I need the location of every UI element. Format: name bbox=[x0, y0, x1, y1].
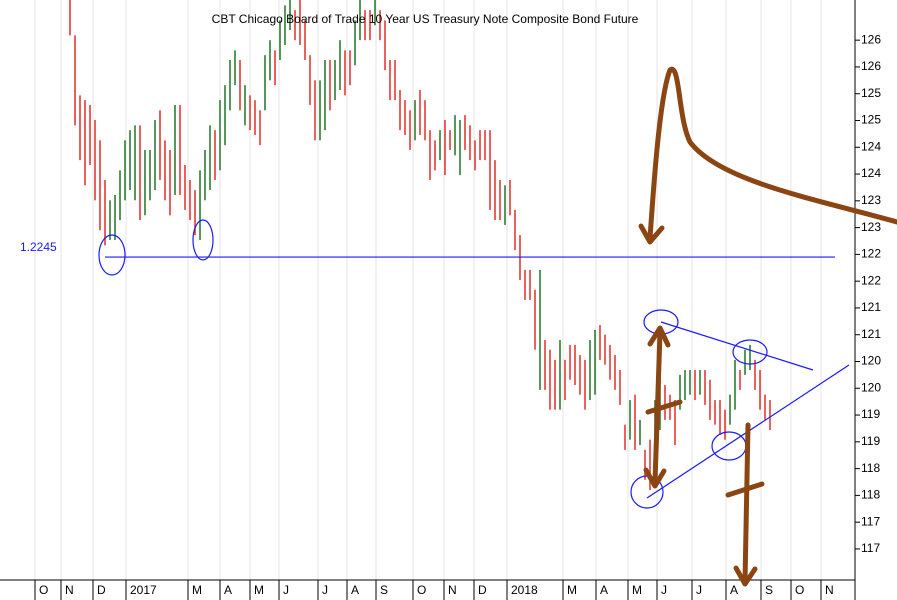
y-tick-label: 122 bbox=[861, 247, 881, 261]
support-label: 1.2245 bbox=[20, 240, 57, 254]
y-tick-label: 120 bbox=[861, 354, 881, 368]
y-tick-label: 117 bbox=[861, 541, 880, 555]
y-tick-label: 118 bbox=[861, 488, 880, 502]
x-tick-label: D bbox=[97, 583, 106, 597]
y-tick-label: 118 bbox=[861, 461, 880, 475]
trend-line bbox=[660, 321, 814, 371]
y-tick-label: 123 bbox=[861, 193, 881, 207]
x-tick-label: 2017 bbox=[130, 583, 157, 597]
circle-annotation bbox=[732, 339, 768, 365]
x-tick-label: O bbox=[417, 583, 426, 597]
annotations bbox=[98, 66, 897, 587]
y-tick-label: 122 bbox=[861, 273, 881, 287]
y-tick-label: 120 bbox=[861, 380, 881, 394]
y-tick-label: 117 bbox=[861, 514, 880, 528]
y-tick-label: 125 bbox=[861, 86, 881, 100]
x-tick-label: S bbox=[765, 583, 773, 597]
arrow-head bbox=[733, 565, 758, 587]
circle-annotation bbox=[192, 219, 214, 261]
y-tick-label: 121 bbox=[861, 300, 881, 314]
arrow-head bbox=[638, 223, 665, 245]
x-tick-label: A bbox=[730, 583, 738, 597]
brown-arrow bbox=[647, 66, 897, 241]
x-tick-label: N bbox=[825, 583, 834, 597]
brown-arrow bbox=[742, 422, 751, 585]
x-tick-label: D bbox=[478, 583, 487, 597]
x-tick-label: M bbox=[254, 583, 264, 597]
y-tick-label: 119 bbox=[861, 407, 880, 421]
x-tick-label: M bbox=[192, 583, 202, 597]
circle-annotation bbox=[98, 234, 126, 276]
x-tick-label: A bbox=[224, 583, 232, 597]
x-tick-label: O bbox=[795, 583, 804, 597]
x-tick-label: 2018 bbox=[511, 583, 538, 597]
x-tick-label: N bbox=[448, 583, 457, 597]
x-tick-label: M bbox=[632, 583, 642, 597]
x-tick-label: N bbox=[65, 583, 74, 597]
arrow-head bbox=[643, 467, 667, 489]
y-tick-label: 126 bbox=[861, 59, 881, 73]
x-tick-label: A bbox=[351, 583, 359, 597]
y-tick-label: 124 bbox=[861, 166, 881, 180]
x-tick-label: A bbox=[600, 583, 608, 597]
arrow-head bbox=[647, 325, 671, 348]
x-tick-label: S bbox=[380, 583, 388, 597]
x-tick-label: J bbox=[661, 583, 667, 597]
y-tick-label: 121 bbox=[861, 327, 881, 341]
y-tick-label: 126 bbox=[861, 32, 881, 46]
brown-mark bbox=[645, 399, 683, 415]
y-tick-label: 125 bbox=[861, 113, 881, 127]
y-tick-label: 119 bbox=[861, 434, 880, 448]
y-tick-label: 123 bbox=[861, 220, 881, 234]
x-tick-label: J bbox=[696, 583, 702, 597]
x-tick-label: J bbox=[322, 583, 328, 597]
x-tick-label: J bbox=[283, 583, 289, 597]
x-tick-label: O bbox=[39, 583, 48, 597]
y-tick-label: 124 bbox=[861, 139, 881, 153]
x-tick-label: M bbox=[567, 583, 577, 597]
chart-title: CBT Chicago Board of Trade 10 Year US Tr… bbox=[212, 12, 639, 26]
